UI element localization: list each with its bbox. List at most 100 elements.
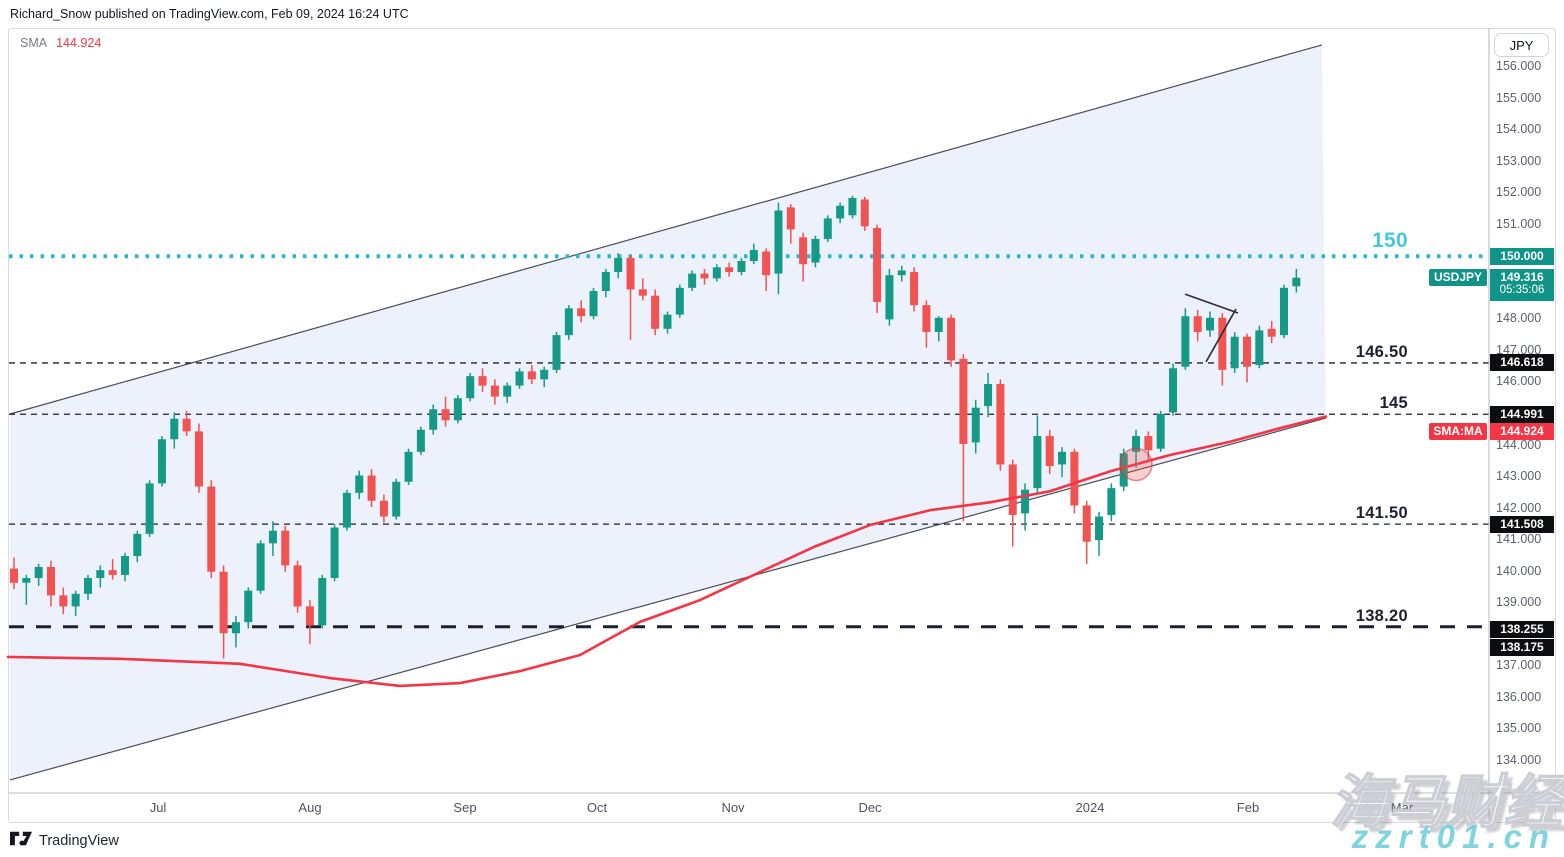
candle-body <box>244 590 253 623</box>
price-tick-140.000: 140.000 <box>1496 563 1542 578</box>
candle-body <box>1008 464 1017 515</box>
time-axis-label-Aug[interactable]: Aug <box>298 800 322 815</box>
candle-body <box>268 530 277 544</box>
candle-body <box>478 376 487 386</box>
candle-body <box>737 261 746 273</box>
candle-body <box>342 492 351 528</box>
price-tick-148.000: 148.000 <box>1496 311 1542 326</box>
candle-body <box>1169 368 1178 413</box>
candle-body <box>453 398 462 421</box>
candle-body <box>1255 330 1264 366</box>
candle-body <box>1156 413 1165 449</box>
price-tick-142.000: 142.000 <box>1496 500 1542 515</box>
price-tick-141.000: 141.000 <box>1496 532 1542 547</box>
time-axis-label-Sep[interactable]: Sep <box>453 800 477 815</box>
price-tick-147.000: 147.000 <box>1496 342 1542 357</box>
candle-body <box>71 593 80 607</box>
axis-price-label-141.508: 141.508 <box>1490 515 1554 533</box>
level-label-146.50: 146.50 <box>1355 342 1408 361</box>
candle-body <box>1045 436 1054 467</box>
axis-price-label-150.000: 150.000 <box>1490 247 1554 265</box>
candle-body <box>688 273 697 288</box>
candle-body <box>774 210 783 274</box>
time-axis-label-Feb[interactable]: Feb <box>1236 800 1260 815</box>
level-label-145: 145 <box>1379 394 1408 413</box>
candle-body <box>404 451 413 482</box>
price-tick-153.000: 153.000 <box>1496 153 1542 168</box>
candle-body <box>367 475 376 501</box>
candle-body <box>46 566 55 596</box>
candle-body <box>934 317 943 332</box>
candle-body <box>120 555 129 575</box>
candle-body <box>614 257 623 273</box>
price-tick-152.000: 152.000 <box>1496 185 1542 200</box>
candle-body <box>293 565 302 607</box>
time-axis-label-Jul[interactable]: Jul <box>149 800 167 815</box>
watermark-cjk: 海马财经 <box>1329 769 1563 836</box>
candle-body <box>1279 287 1288 336</box>
candle-body <box>231 622 240 634</box>
time-axis-label-Mar[interactable]: Mar <box>1390 800 1414 815</box>
candle-body <box>10 568 18 583</box>
indicator-name: SMA <box>20 36 48 50</box>
candle-body <box>157 439 166 484</box>
candle-body <box>318 578 327 626</box>
candle-body <box>786 207 795 230</box>
candle-body <box>194 431 203 487</box>
price-tick-134.000: 134.000 <box>1496 752 1542 767</box>
axis-price-label-144.924: 144.924 <box>1490 422 1554 440</box>
candle-body <box>897 270 906 276</box>
candle-body <box>712 267 721 279</box>
candle-body <box>540 369 549 380</box>
candle-body <box>219 571 228 634</box>
level-label-138.20: 138.20 <box>1355 606 1408 625</box>
candle-body <box>108 570 117 575</box>
axis-price-label-146.618: 146.618 <box>1490 354 1554 372</box>
time-axis-label-Oct[interactable]: Oct <box>586 800 608 815</box>
candle-body <box>910 272 919 306</box>
candle-body <box>305 606 314 626</box>
tradingview-brand-text[interactable]: TradingView <box>39 833 119 849</box>
candle-body <box>638 289 647 296</box>
candle-body <box>1058 451 1067 465</box>
level-label-150: 150 <box>1372 229 1408 253</box>
price-tick-135.000: 135.000 <box>1496 721 1542 736</box>
candle-body <box>256 543 265 591</box>
price-tick-144.000: 144.000 <box>1496 437 1542 452</box>
axis-price-label-144.991: 144.991 <box>1490 405 1554 423</box>
indicator-value: 144.924 <box>56 36 102 50</box>
candle-body <box>675 287 684 315</box>
candle-body <box>1193 316 1202 332</box>
candle-body <box>552 335 561 370</box>
candle-body <box>379 500 388 517</box>
candle-body <box>700 273 709 279</box>
last-price-label: 149.316 05:35:06 <box>1490 269 1554 302</box>
candle-body <box>996 384 1005 465</box>
series-tag-USDJPY: USDJPY <box>1429 269 1487 287</box>
price-tick-151.000: 151.000 <box>1496 216 1542 231</box>
candle-body <box>1033 436 1042 489</box>
candle-body <box>392 481 401 517</box>
candle-body <box>1144 436 1153 451</box>
currency-toggle-button[interactable]: JPY <box>1494 33 1549 57</box>
candle-body <box>145 483 154 534</box>
highlight-circle <box>1119 447 1153 482</box>
candle-body <box>663 314 672 329</box>
candle-body <box>1070 451 1079 506</box>
level-label-141.50: 141.50 <box>1355 504 1408 523</box>
time-axis-label-Nov[interactable]: Nov <box>721 800 745 815</box>
time-axis-label-2024[interactable]: 2024 <box>1075 800 1105 815</box>
candle-body <box>1082 505 1091 542</box>
price-tick-137.000: 137.000 <box>1496 658 1542 673</box>
candle-body <box>725 267 734 273</box>
candle-body <box>589 290 598 317</box>
candle-body <box>1181 316 1190 367</box>
trend-channel-fill <box>10 44 1326 780</box>
candle-body <box>490 385 499 397</box>
time-axis-label-Dec[interactable]: Dec <box>858 800 882 815</box>
candle-body <box>860 199 869 227</box>
candle-body <box>1267 328 1276 337</box>
price-tick-155.000: 155.000 <box>1496 90 1542 105</box>
tradingview-footer[interactable]: TradingView <box>10 831 119 851</box>
